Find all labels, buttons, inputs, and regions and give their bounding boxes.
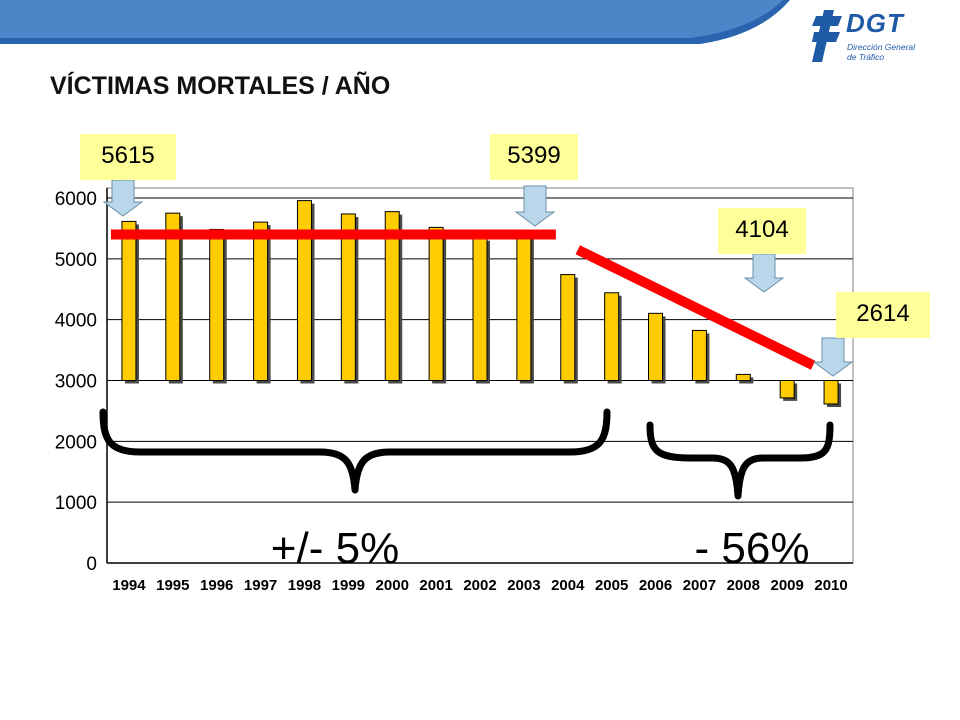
y-tick-label: 1000 (55, 493, 97, 514)
bar-1998 (296, 200, 312, 381)
x-tick-label: 2000 (376, 577, 409, 594)
bar-2003 (516, 234, 532, 381)
logo-line-1: Dirección General (847, 42, 916, 52)
bar-2007 (691, 329, 707, 382)
bar-2002 (472, 237, 488, 381)
y-tick-label: 2000 (55, 432, 97, 453)
bar-2005 (604, 292, 620, 381)
logo-name: DGT (846, 8, 904, 38)
bar-2001 (428, 226, 444, 381)
x-tick-label: 2009 (770, 577, 803, 594)
y-tick-label: 3000 (55, 372, 97, 393)
bar-1996 (209, 228, 225, 381)
bar-1995 (165, 212, 181, 381)
bar-1999 (340, 213, 356, 381)
arrow-1994-icon (102, 179, 144, 217)
y-tick-label: 5000 (55, 250, 97, 271)
right-range-label: - 56% (695, 524, 810, 573)
left-brace (99, 408, 611, 494)
bar-2009 (779, 380, 795, 399)
x-tick-label: 2008 (727, 577, 760, 594)
bar-2008 (735, 373, 751, 381)
bar-1994 (121, 220, 137, 381)
x-tick-label: 2005 (595, 577, 628, 594)
x-tick-label: 2004 (551, 577, 585, 594)
x-tick-label: 1994 (112, 577, 146, 594)
bar-1997 (253, 221, 269, 381)
bar-2010 (823, 380, 839, 405)
bar-2000 (384, 211, 400, 381)
x-tick-label: 1995 (156, 577, 189, 594)
y-tick-label: 4000 (55, 311, 97, 332)
callout-1994: 5615 (80, 134, 176, 180)
x-tick-label: 2006 (639, 577, 672, 594)
x-tick-label: 2003 (507, 577, 540, 594)
x-tick-label: 2007 (683, 577, 716, 594)
x-tick-label: 2001 (419, 577, 452, 594)
trend-line-decline (575, 245, 816, 370)
arrow-2010-icon (812, 337, 854, 377)
bar-2004 (560, 274, 576, 382)
right-brace (646, 421, 834, 500)
logo-line-2: de Tráfico (847, 52, 885, 62)
x-tick-label: 1999 (332, 577, 365, 594)
callout-2003: 5399 (490, 134, 578, 180)
callout-2010: 2614 (836, 292, 930, 338)
x-tick-label: 2010 (814, 577, 847, 594)
x-tick-label: 1996 (200, 577, 233, 594)
header-swoosh (0, 0, 790, 44)
arrow-2006-icon (743, 253, 785, 293)
y-tick-label: 6000 (55, 189, 97, 210)
dgt-emblem-icon (812, 10, 842, 62)
x-tick-label: 1998 (288, 577, 321, 594)
x-tick-label: 1997 (244, 577, 277, 594)
arrow-2003-icon (514, 185, 556, 227)
bar-2006 (648, 312, 664, 381)
dgt-logo: DGT Dirección General de Tráfico (812, 8, 952, 70)
callout-2006: 4104 (718, 208, 806, 254)
left-range-label: +/- 5% (271, 524, 399, 573)
x-tick-label: 2002 (463, 577, 496, 594)
y-tick-label: 0 (86, 554, 97, 575)
page-title: VÍCTIMAS MORTALES / AÑO (50, 72, 391, 100)
